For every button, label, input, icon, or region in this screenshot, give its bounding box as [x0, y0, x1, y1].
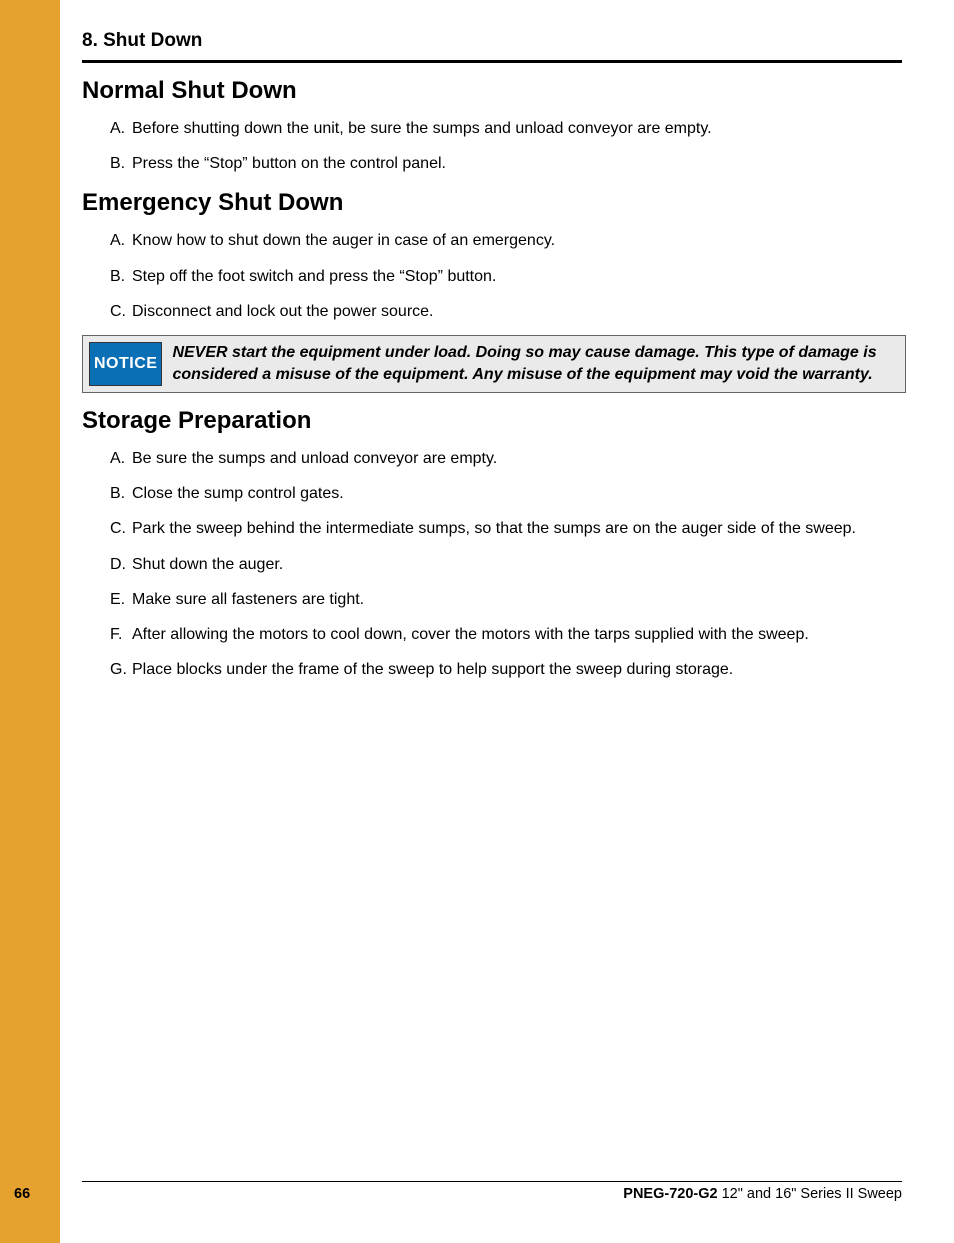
list-text: Make sure all fasteners are tight. — [132, 588, 902, 611]
list-item: B. Close the sump control gates. — [110, 482, 902, 505]
list-item: A. Be sure the sumps and unload conveyor… — [110, 447, 902, 470]
list-item: D. Shut down the auger. — [110, 553, 902, 576]
list-item: A. Know how to shut down the auger in ca… — [110, 229, 902, 252]
list-text: Step off the foot switch and press the “… — [132, 265, 902, 288]
list-letter: A. — [110, 229, 132, 252]
list-letter: C. — [110, 517, 132, 540]
notice-text: NEVER start the equipment under load. Do… — [162, 342, 899, 385]
list-letter: F. — [110, 623, 132, 646]
list-item: A. Before shutting down the unit, be sur… — [110, 117, 902, 140]
bottom-rule — [82, 1181, 902, 1182]
list-letter: B. — [110, 152, 132, 175]
list-text: Shut down the auger. — [132, 553, 902, 576]
notice-badge: NOTICE — [89, 342, 162, 386]
top-rule — [82, 60, 902, 63]
doc-title: 12" and 16" Series II Sweep — [718, 1186, 902, 1202]
list-text: Know how to shut down the auger in case … — [132, 229, 902, 252]
notice-callout: NOTICE NEVER start the equipment under l… — [82, 335, 906, 393]
heading-emergency-shut-down: Emergency Shut Down — [82, 189, 902, 217]
list-letter: C. — [110, 300, 132, 323]
list-letter: B. — [110, 265, 132, 288]
doc-id: PNEG-720-G2 12" and 16" Series II Sweep — [623, 1186, 902, 1202]
list-item: C. Disconnect and lock out the power sou… — [110, 300, 902, 323]
list-letter: B. — [110, 482, 132, 505]
list-text: Press the “Stop” button on the control p… — [132, 152, 902, 175]
list-text: Place blocks under the frame of the swee… — [132, 658, 902, 681]
list-normal-shut-down: A. Before shutting down the unit, be sur… — [82, 117, 902, 175]
list-text: After allowing the motors to cool down, … — [132, 623, 902, 646]
list-item: E. Make sure all fasteners are tight. — [110, 588, 902, 611]
list-letter: A. — [110, 117, 132, 140]
list-letter: D. — [110, 553, 132, 576]
list-item: G. Place blocks under the frame of the s… — [110, 658, 902, 681]
list-item: F. After allowing the motors to cool dow… — [110, 623, 902, 646]
chapter-title: 8. Shut Down — [82, 30, 902, 52]
heading-storage-preparation: Storage Preparation — [82, 407, 902, 435]
side-accent-bar — [0, 0, 60, 1243]
list-item: B. Press the “Stop” button on the contro… — [110, 152, 902, 175]
list-letter: G. — [110, 658, 132, 681]
list-text: Before shutting down the unit, be sure t… — [132, 117, 902, 140]
list-emergency-shut-down: A. Know how to shut down the auger in ca… — [82, 229, 902, 323]
list-letter: A. — [110, 447, 132, 470]
list-text: Be sure the sumps and unload conveyor ar… — [132, 447, 902, 470]
list-text: Close the sump control gates. — [132, 482, 902, 505]
list-text: Disconnect and lock out the power source… — [132, 300, 902, 323]
list-text: Park the sweep behind the intermediate s… — [132, 517, 902, 540]
list-storage-preparation: A. Be sure the sumps and unload conveyor… — [82, 447, 902, 681]
heading-normal-shut-down: Normal Shut Down — [82, 77, 902, 105]
list-letter: E. — [110, 588, 132, 611]
list-item: B. Step off the foot switch and press th… — [110, 265, 902, 288]
page-number: 66 — [14, 1186, 30, 1202]
page-content: 8. Shut Down Normal Shut Down A. Before … — [60, 0, 902, 693]
list-item: C. Park the sweep behind the intermediat… — [110, 517, 902, 540]
doc-code: PNEG-720-G2 — [623, 1186, 717, 1202]
